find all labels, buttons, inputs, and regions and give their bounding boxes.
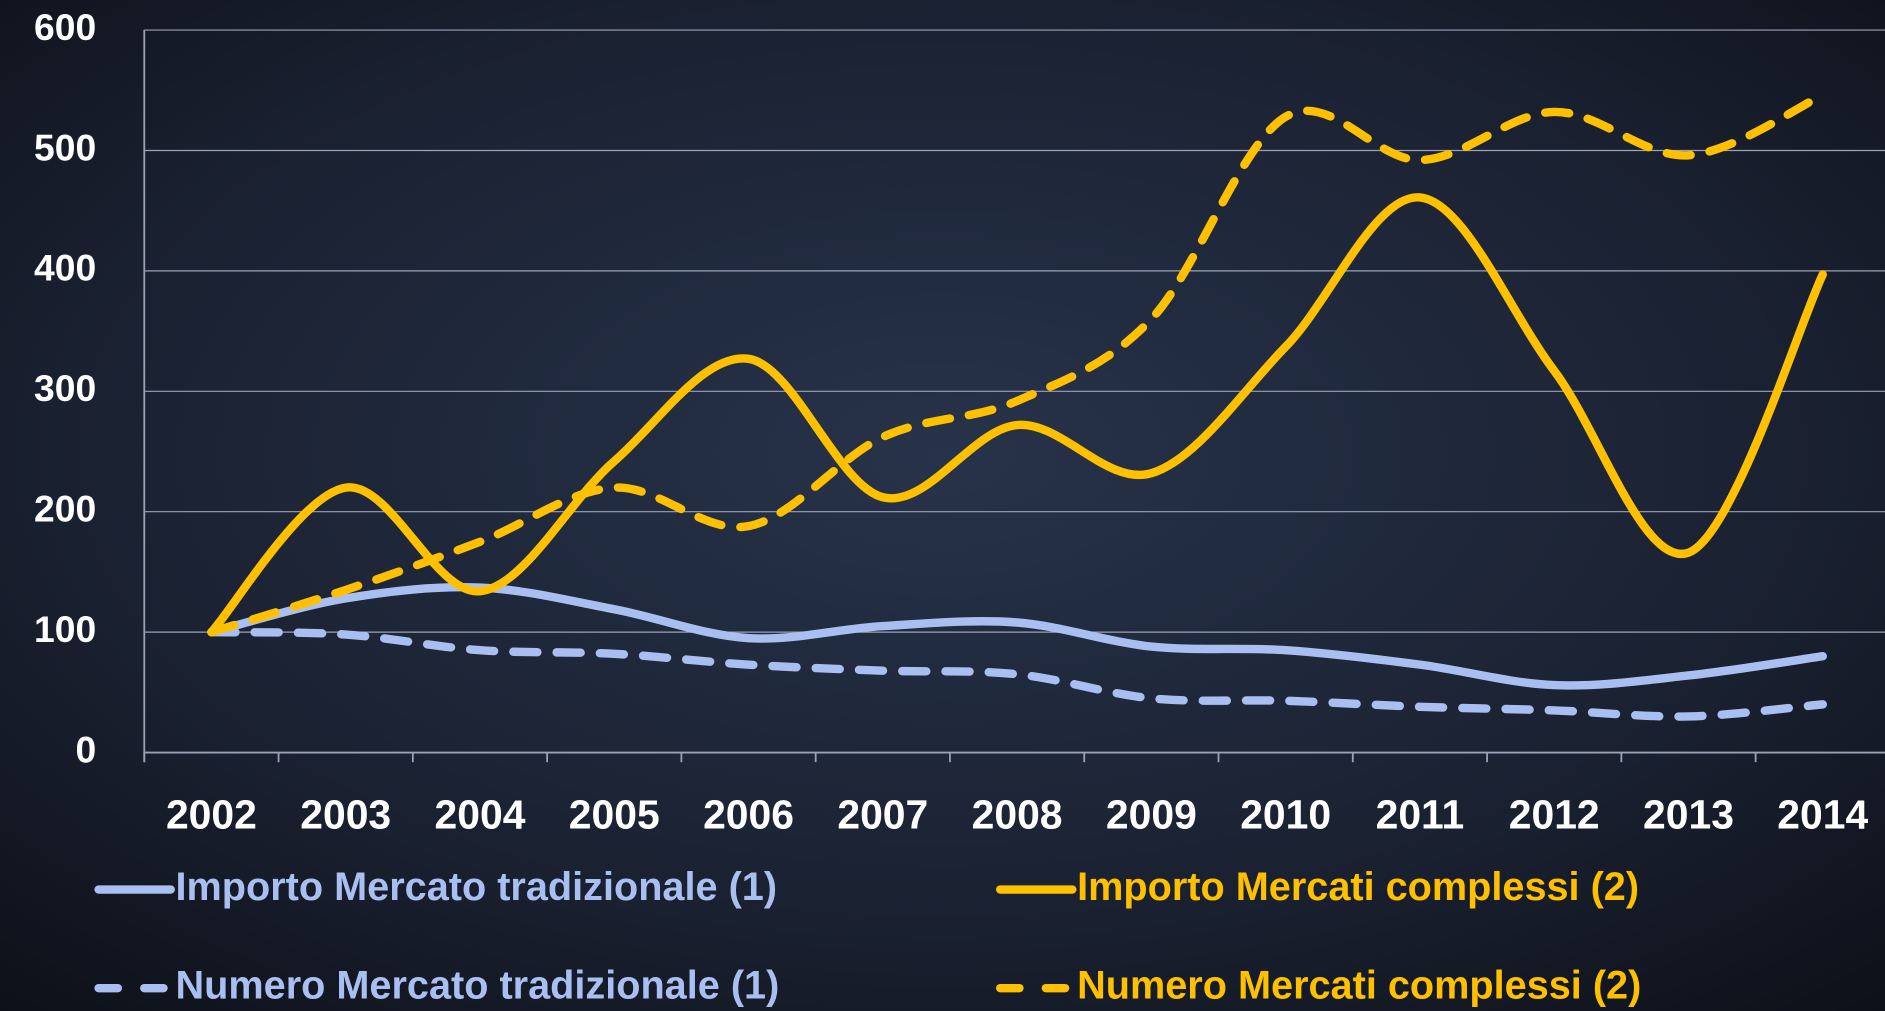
y-tick-label: 0: [75, 728, 96, 770]
x-tick-label: 2005: [569, 791, 660, 837]
y-tick-label: 300: [34, 367, 96, 409]
x-tick-label: 2004: [435, 791, 526, 837]
x-tick-label: 2007: [837, 791, 928, 837]
series-line: [207, 90, 1827, 637]
x-tick-label: 2011: [1376, 791, 1465, 837]
x-tick-label: 2003: [300, 791, 391, 837]
y-tick-label: 200: [34, 488, 96, 530]
y-tick-label: 500: [34, 126, 96, 168]
series-line: [207, 193, 1827, 637]
y-tick-label: 100: [34, 608, 96, 650]
legend-label: Importo Mercato tradizionale (1): [176, 865, 778, 909]
x-tick-label: 2008: [972, 791, 1063, 837]
legend-label: Importo Mercati complessi (2): [1077, 865, 1639, 909]
legend-label: Numero Mercati complessi (2): [1077, 964, 1641, 1008]
x-tick-label: 2006: [703, 791, 794, 837]
x-tick-label: 2013: [1643, 791, 1734, 837]
x-tick-label: 2002: [166, 791, 257, 837]
series-line: [207, 627, 1827, 721]
y-tick-label: 400: [34, 247, 96, 289]
x-tick-label: 2010: [1240, 791, 1331, 837]
x-tick-label: 2009: [1106, 791, 1197, 837]
x-tick-label: 2014: [1777, 791, 1868, 837]
legend-label: Numero Mercato tradizionale (1): [176, 964, 780, 1008]
y-tick-label: 600: [34, 6, 96, 48]
x-tick-label: 2012: [1509, 791, 1600, 837]
